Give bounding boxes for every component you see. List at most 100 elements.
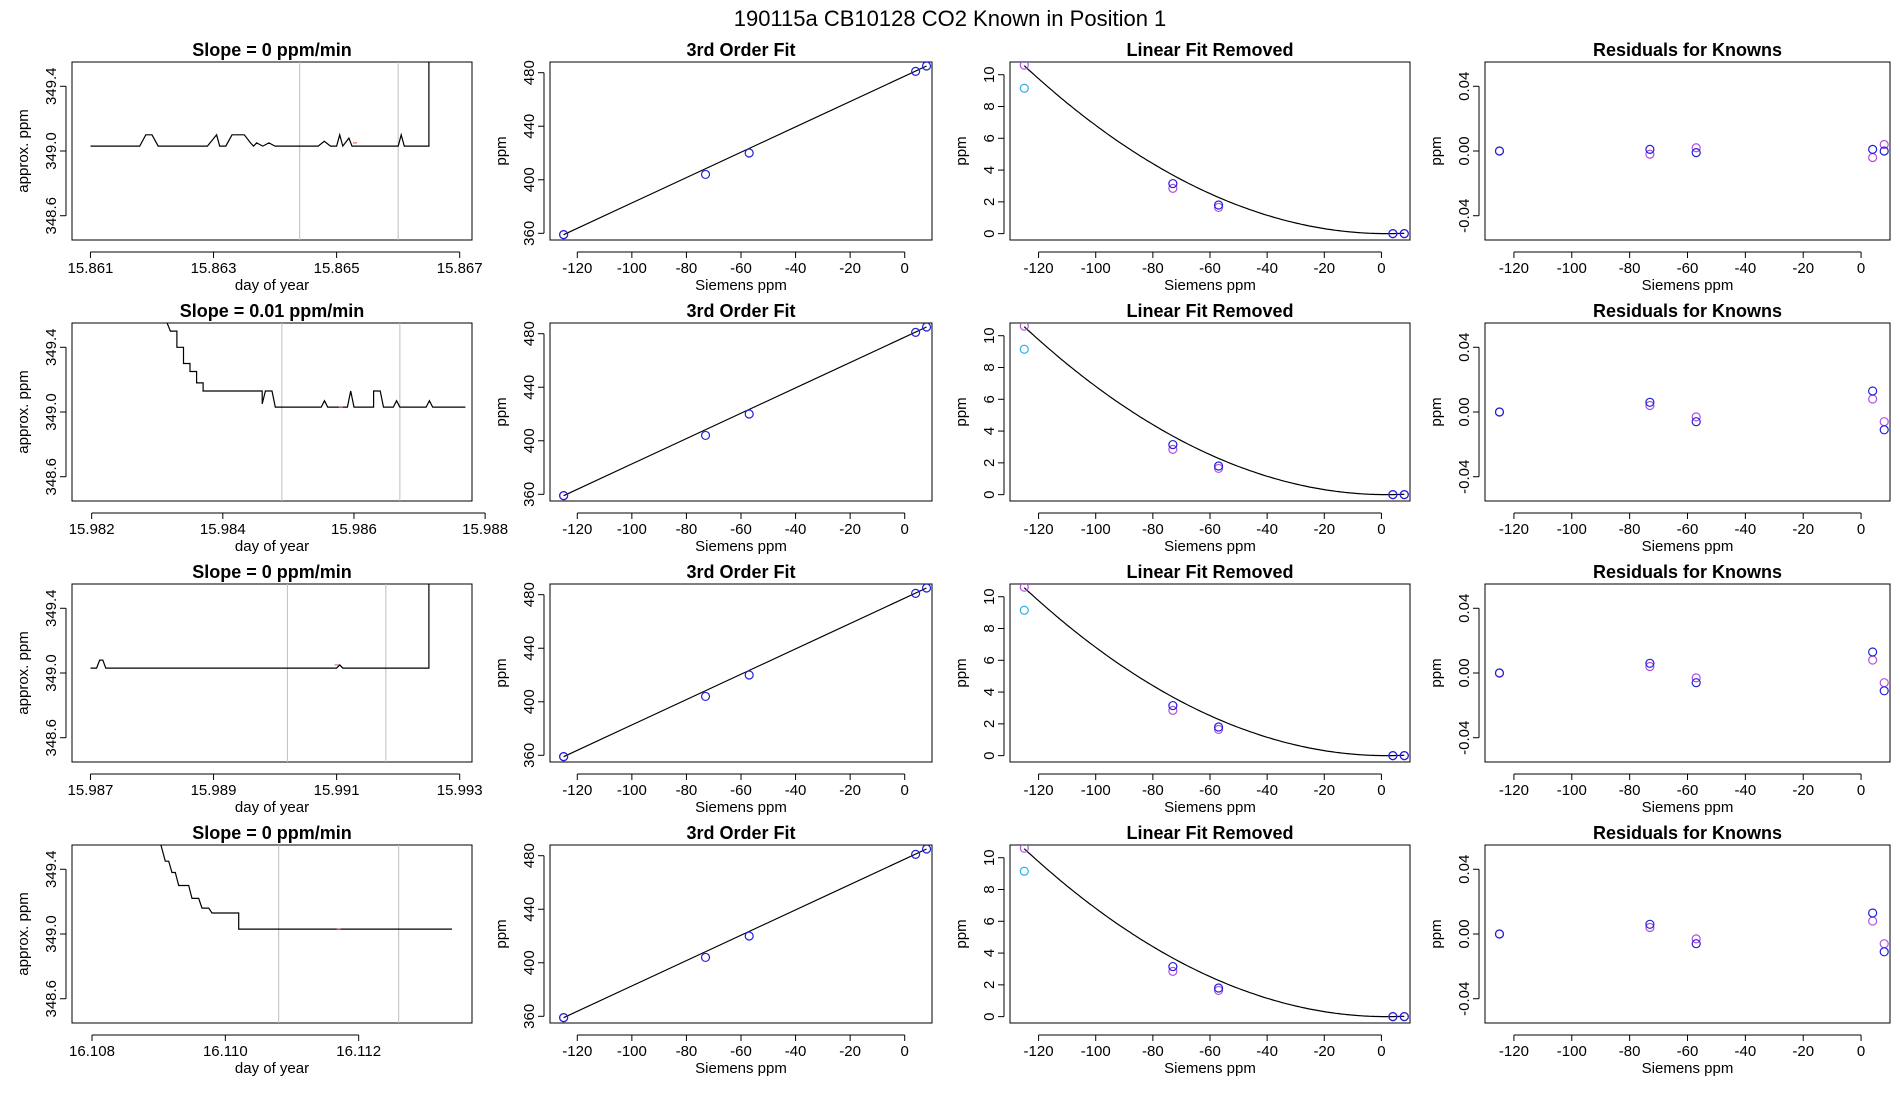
data-point-blue: [744, 409, 754, 419]
data-point-blue: [1691, 148, 1701, 158]
plot-title: 3rd Order Fit: [686, 301, 795, 321]
data-point-blue: [921, 584, 932, 593]
series-line: [90, 584, 430, 669]
y-tick-label: 440: [521, 114, 538, 139]
series-line: [160, 845, 452, 930]
y-axis-label: ppm: [953, 658, 970, 687]
x-tick-label: -80: [676, 1043, 698, 1060]
linear-fit-removed-plot: Linear Fit Removed -120 -100 -80 -60 -40 -20 0 S…: [953, 40, 1411, 294]
data-point-blue: [700, 430, 711, 441]
data-point-blue: [1879, 947, 1889, 957]
y-tick-label: 4: [981, 427, 998, 435]
x-tick-label: 16.110: [203, 1043, 248, 1060]
y-tick-label: 8: [981, 363, 998, 371]
y-tick-label: 440: [521, 897, 538, 922]
plot-area: [1019, 584, 1409, 761]
y-tick-label: 4: [981, 688, 998, 696]
y-axis-label: ppm: [493, 136, 510, 165]
x-tick-label: -80: [676, 260, 698, 277]
plot-area: [559, 62, 932, 240]
x-tick-label: -80: [1619, 1043, 1641, 1060]
y-tick-label: 6: [981, 656, 998, 664]
x-tick-label: 0: [1857, 521, 1865, 538]
plot-area: [1019, 845, 1409, 1022]
data-point-purple: [1645, 922, 1655, 933]
data-point-purple: [1019, 62, 1029, 70]
y-tick-label: 348.6: [43, 197, 60, 235]
data-point-blue: [744, 931, 754, 941]
y-axis-label: ppm: [1428, 136, 1445, 165]
y-tick-label: 10: [981, 588, 998, 605]
x-axis-label: day of year: [235, 277, 309, 294]
x-tick-label: -100: [617, 260, 647, 277]
data-point-blue: [911, 849, 921, 859]
y-tick-label: 6: [981, 917, 998, 925]
x-tick-label: -100: [617, 1043, 647, 1060]
x-axis-label: Siemens ppm: [695, 799, 787, 816]
data-point-blue: [1691, 678, 1701, 688]
data-point-purple: [1691, 934, 1701, 944]
data-point-blue: [1494, 929, 1505, 939]
x-tick-label: 0: [901, 521, 909, 538]
third-order-fit-plot: 3rd Order Fit -120 -100 -80 -60 -40 -20 0 Siemen…: [493, 40, 933, 294]
plot-area: [1019, 323, 1409, 500]
x-tick-label: -40: [1256, 260, 1278, 277]
y-tick-label: 8: [981, 624, 998, 632]
data-point-blue: [1168, 961, 1178, 972]
plot-frame: [549, 844, 933, 1024]
x-tick-label: -60: [1199, 521, 1221, 538]
linear-fit-removed-plot: Linear Fit Removed -120 -100 -80 -60 -40 -20 0 S…: [953, 823, 1411, 1077]
x-tick-label: -60: [730, 782, 752, 799]
data-point-purple: [1019, 584, 1029, 592]
x-tick-label: 0: [1377, 782, 1385, 799]
data-point-blue: [744, 670, 754, 680]
data-point-blue: [1691, 939, 1701, 949]
x-axis-label: Siemens ppm: [1164, 799, 1256, 816]
time-plot: Slope = 0 ppm/min 16.108 16.110 16.112 day o…: [15, 823, 473, 1077]
y-tick-label: 400: [521, 167, 538, 192]
x-tick-label: 15.986: [331, 521, 377, 538]
x-tick-label: 0: [1857, 782, 1865, 799]
x-tick-label: -80: [1619, 782, 1641, 799]
plot-area: [559, 323, 932, 501]
x-tick-label: -60: [730, 1043, 752, 1060]
data-point-cyan: [1019, 83, 1029, 93]
y-tick-label: 0.00: [1456, 397, 1473, 426]
data-point-purple: [1168, 183, 1178, 193]
quadratic-curve: [1023, 65, 1405, 235]
x-tick-label: -60: [1677, 782, 1699, 799]
x-tick-label: -120: [1024, 782, 1054, 799]
time-plot: Slope = 0 ppm/min 15.861 15.863 15.865 15.86…: [15, 40, 483, 294]
x-tick-label: 15.993: [437, 782, 483, 799]
plot-area: [1494, 386, 1889, 435]
y-tick-label: 10: [981, 849, 998, 866]
x-tick-label: -20: [1313, 260, 1335, 277]
x-tick-label: -80: [676, 782, 698, 799]
x-tick-label: -120: [562, 782, 592, 799]
x-tick-label: -120: [562, 1043, 592, 1060]
time-plot: Slope = 0 ppm/min 15.987 15.989 15.991 15.99…: [15, 562, 483, 816]
y-tick-label: 349.0: [43, 132, 60, 170]
plot-frame: [1009, 583, 1411, 763]
data-point-purple: [1691, 143, 1701, 153]
data-point-blue: [1388, 229, 1398, 239]
plot-title: Linear Fit Removed: [1126, 301, 1293, 321]
x-axis-label: Siemens ppm: [1164, 538, 1256, 555]
y-axis-label: ppm: [1428, 658, 1445, 687]
plot-frame: [1009, 844, 1411, 1024]
plot-title: Linear Fit Removed: [1126, 562, 1293, 582]
data-point-blue: [1868, 386, 1878, 396]
plot-area: [1494, 139, 1889, 163]
x-axis-label: day of year: [235, 799, 309, 816]
x-tick-label: -100: [1557, 1043, 1587, 1060]
plot-frame: [549, 583, 933, 763]
data-point-blue: [1388, 490, 1398, 500]
x-tick-label: -40: [1256, 782, 1278, 799]
x-tick-label: -120: [1024, 260, 1054, 277]
x-axis-label: Siemens ppm: [1642, 277, 1734, 294]
y-tick-label: 360: [521, 482, 538, 507]
plot-frame: [1484, 322, 1891, 502]
data-point-blue: [559, 752, 569, 762]
x-tick-label: -60: [1677, 521, 1699, 538]
